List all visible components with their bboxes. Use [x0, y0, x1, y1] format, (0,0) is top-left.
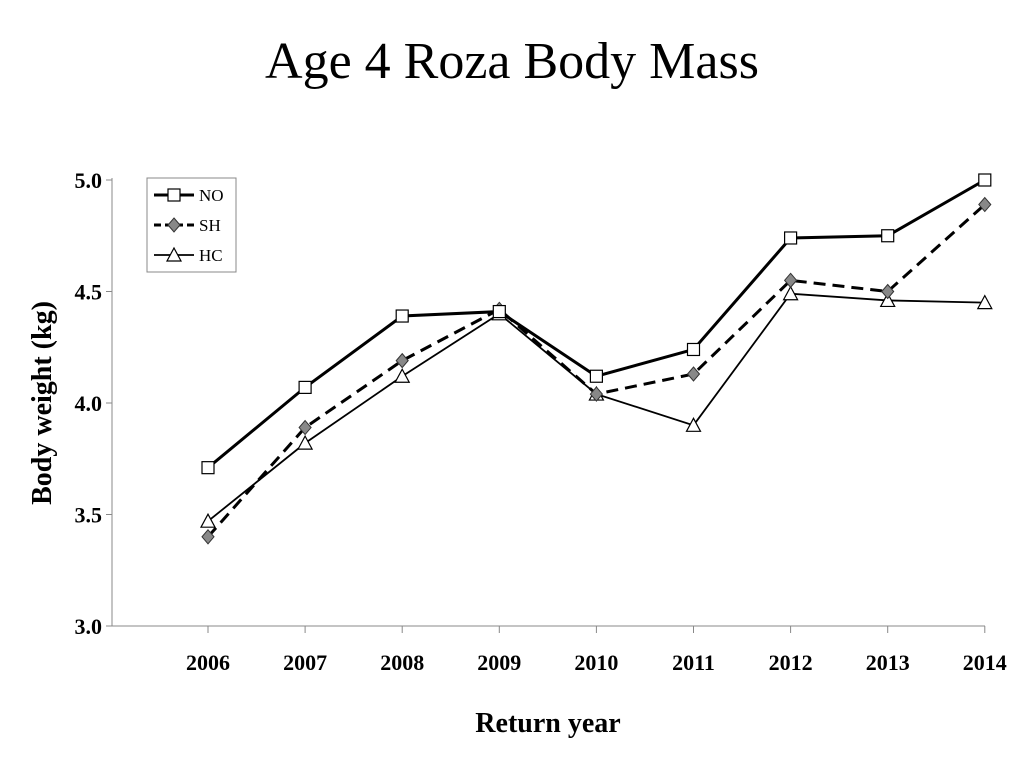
data-point-no	[395, 309, 409, 323]
chart-title: Age 4 Roza Body Mass	[265, 33, 759, 90]
y-tick-label: 5.0	[75, 168, 103, 193]
legend-label-no: NO	[199, 186, 224, 205]
series-no	[201, 173, 992, 475]
data-point-sh	[881, 283, 895, 300]
data-point-no	[298, 380, 312, 394]
legend-marker-hc	[165, 246, 183, 262]
data-point-sh	[686, 366, 701, 382]
x-tick-label: 2013	[866, 650, 910, 675]
legend-marker-no	[167, 188, 181, 202]
data-point-hc	[297, 434, 314, 450]
y-tick-label: 3.0	[75, 614, 103, 639]
data-point-hc	[685, 417, 702, 432]
x-axis-title: Return year	[475, 708, 620, 739]
data-point-no	[589, 369, 604, 383]
legend-label-sh: SH	[199, 216, 221, 235]
data-point-hc	[394, 367, 411, 383]
data-point-sh	[201, 529, 215, 545]
x-tick-label: 2011	[672, 650, 715, 675]
series-line-hc	[207, 292, 985, 522]
data-point-no	[492, 304, 506, 319]
x-tick-label: 2012	[769, 650, 813, 675]
data-point-hc	[976, 294, 993, 310]
chart-axes: 3.0 3.5 4.0 4.5 5.0 2006 2007 2008 2009 2010 2011 2…	[75, 168, 1007, 675]
data-point-no	[783, 231, 798, 245]
chart-legend: NO SH HC	[146, 177, 237, 273]
data-point-hc	[782, 285, 799, 301]
data-point-no	[881, 229, 895, 243]
series-hc	[199, 285, 993, 528]
data-point-sh	[589, 386, 604, 402]
data-point-no	[201, 461, 215, 475]
data-point-no	[978, 173, 992, 187]
x-tick-label: 2010	[574, 650, 618, 675]
data-point-sh	[783, 272, 798, 289]
x-tick-label: 2006	[186, 650, 230, 675]
y-tick-label: 4.0	[75, 391, 103, 416]
y-tick-label: 4.5	[75, 280, 103, 305]
series-line-no	[207, 178, 986, 469]
data-point-sh	[395, 352, 409, 369]
legend-label-hc: HC	[199, 246, 223, 265]
y-tick-label: 3.5	[75, 503, 103, 528]
data-point-hc	[879, 292, 896, 308]
data-point-no	[686, 342, 701, 357]
legend-marker-sh	[167, 217, 181, 233]
data-point-hc	[199, 512, 217, 528]
data-point-sh	[978, 196, 992, 213]
y-axis-title: Body weight (kg)	[27, 301, 58, 505]
x-tick-label: 2014	[963, 650, 1007, 675]
data-point-sh	[298, 419, 312, 436]
series-layer	[199, 173, 993, 545]
x-tick-label: 2008	[380, 650, 424, 675]
x-tick-label: 2007	[283, 650, 327, 675]
x-tick-label: 2009	[477, 650, 521, 675]
